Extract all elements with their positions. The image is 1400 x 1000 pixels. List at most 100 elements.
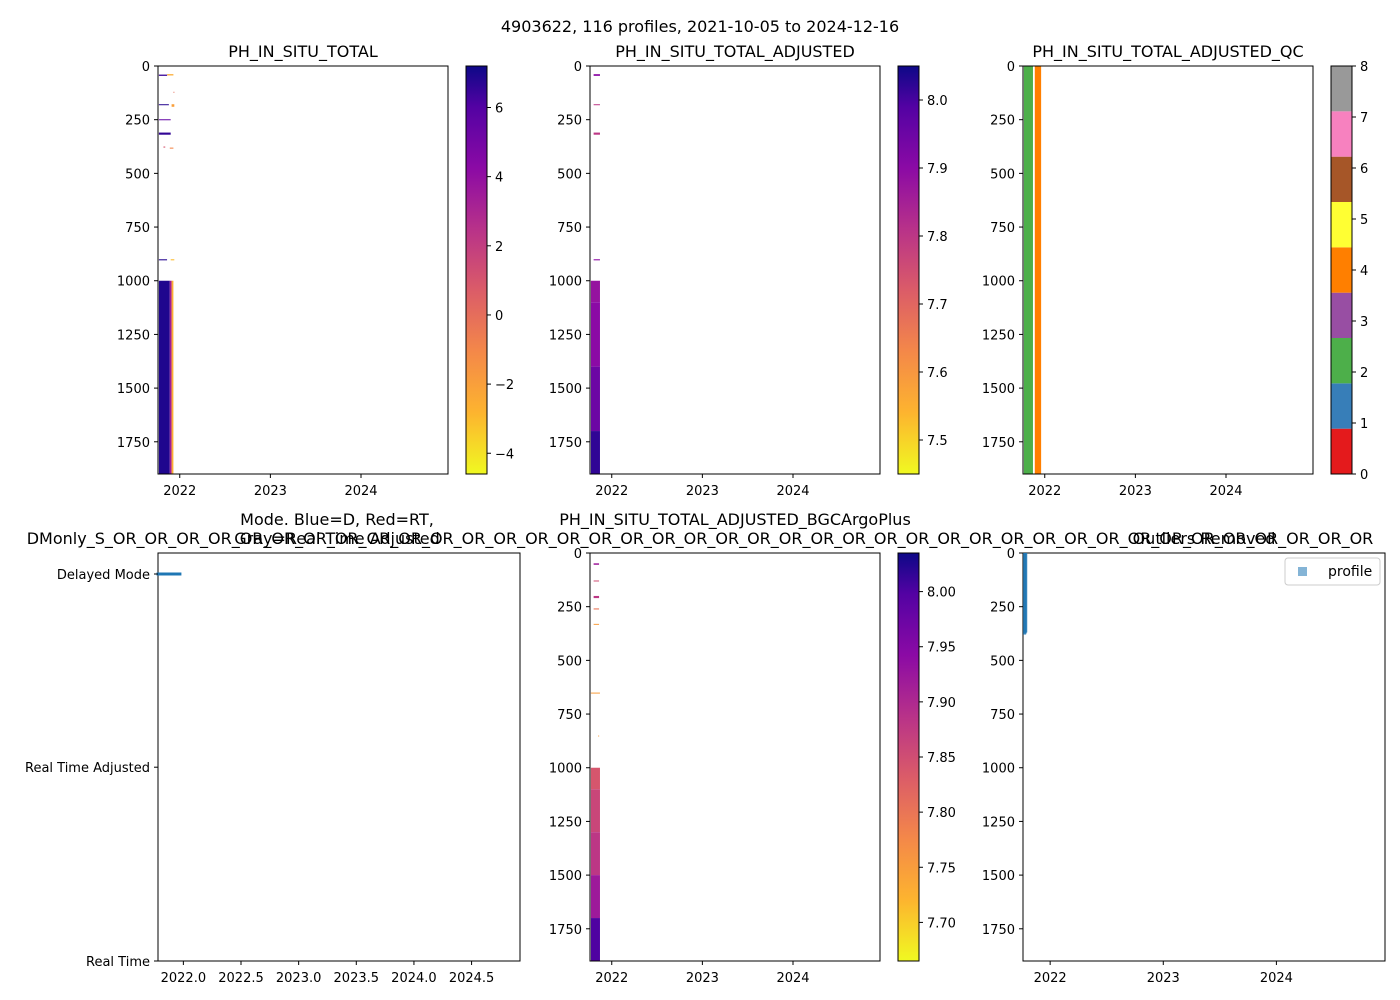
- colorbar-tick-label: 7.7: [927, 298, 948, 313]
- scatter-plot-area: Real Time Real Time Adjusted Delayed Mode 2…: [25, 552, 521, 986]
- colorbar-segment: [1331, 111, 1352, 157]
- axes-background: [1023, 66, 1313, 474]
- heatmap-cell: [1034, 66, 1042, 474]
- colorbar: 7.5 7.6 7.7 7.8 7.9 8.0: [897, 65, 948, 475]
- x-tick-label: 2023: [1147, 971, 1180, 986]
- profile-point-column: [1024, 553, 1028, 633]
- x-tick-label: 2022: [1034, 971, 1067, 986]
- axes-frame: [1022, 65, 1314, 475]
- y-tick-label: 1500: [117, 382, 150, 397]
- heatmap-cell: [593, 595, 600, 599]
- x-tick-label: 2023.0: [276, 971, 322, 986]
- y-tick-label: 0: [574, 60, 582, 75]
- colorbar-tick-label: 8: [1360, 60, 1368, 75]
- heatmap-cell: [593, 563, 600, 565]
- y-tick-label: 250: [990, 601, 1015, 616]
- panel-title: PH_IN_SITU_TOTAL_ADJUSTED_BGCArgoPlus: [559, 510, 911, 530]
- y-tick-label: 1250: [549, 815, 582, 830]
- heatmap-cell: [590, 767, 600, 790]
- axes-frame: [589, 65, 881, 475]
- x-tick-label: 2022.5: [218, 971, 264, 986]
- axes-background: [590, 553, 880, 961]
- heatmap-cell: [171, 104, 175, 107]
- y-tick-label: 0: [1007, 60, 1015, 75]
- y-tick-label: 250: [990, 114, 1015, 129]
- legend-label: profile: [1328, 564, 1372, 580]
- colorbar-segment: [1331, 247, 1352, 293]
- y-tick-label: 1750: [549, 923, 582, 938]
- colorbar-segment: [1331, 292, 1352, 338]
- x-tick-label: 2022: [1028, 484, 1061, 499]
- colorbar-tick-label: 1: [1360, 417, 1368, 432]
- y-tick-label: 750: [125, 221, 150, 236]
- y-tick-label: 0: [142, 60, 150, 75]
- colorbar-segment: [1331, 66, 1352, 112]
- y-tick-label: 1500: [982, 869, 1015, 884]
- overlay-long-title: DMonly_S_OR_OR_OR_OR_OR_OR_OR_OR_OR_OR_O…: [27, 529, 1374, 549]
- heatmap-cell: [593, 104, 600, 106]
- colorbar-tick-label: 7.75: [927, 861, 956, 876]
- heatmap-cell: [163, 146, 166, 148]
- colorbar-tick-label: 7.6: [927, 366, 948, 381]
- y-tick-label: 1250: [982, 815, 1015, 830]
- y-tick-label: 1750: [982, 923, 1015, 938]
- y-tick-label: 1250: [549, 328, 582, 343]
- y-tick-label: 1500: [549, 869, 582, 884]
- colorbar-tick-label: 7.90: [927, 696, 956, 711]
- colorbar: −4 −2 0 2 4 6: [465, 65, 514, 475]
- legend: profile: [1284, 557, 1381, 586]
- colorbar: 0 1 2 3 4 5 6 7 8: [1330, 60, 1368, 483]
- panel-title: PH_IN_SITU_TOTAL_ADJUSTED_QC: [1032, 42, 1303, 62]
- axes-frame: [157, 65, 449, 475]
- x-tick-label: 2024: [344, 484, 377, 499]
- colorbar-tick-label: 4: [495, 171, 503, 186]
- panel-ph-bgcargoplus: PH_IN_SITU_TOTAL_ADJUSTED_BGCArgoPlus 0 2…: [549, 510, 956, 986]
- panel-title: PH_IN_SITU_TOTAL: [228, 42, 378, 62]
- y-tick-label: 500: [557, 167, 582, 182]
- y-tick-label: 750: [990, 708, 1015, 723]
- heatmap-cell: [598, 735, 600, 737]
- y-tick-label: 500: [990, 167, 1015, 182]
- colorbar-segment: [1331, 156, 1352, 202]
- colorbar-gradient: [465, 65, 488, 475]
- colorbar-tick-label: 3: [1360, 315, 1368, 330]
- colorbar-tick-label: 8.0: [927, 94, 948, 109]
- colorbar-tick-label: 6: [1360, 162, 1368, 177]
- y-tick-label: 1500: [982, 382, 1015, 397]
- colorbar-tick-label: −2: [495, 378, 514, 393]
- heatmap-cell: [158, 132, 171, 135]
- heatmap-cell: [171, 280, 174, 474]
- x-tick-label: 2022.0: [161, 971, 207, 986]
- x-tick-label: 2022: [595, 484, 628, 499]
- y-tick-label: 1000: [982, 275, 1015, 290]
- x-tick-label: 2024: [776, 484, 809, 499]
- colorbar-segment: [1331, 202, 1352, 248]
- scatter-plot-area: 0 250 500 750 1000 1250 1500 1750 2022 2023 2024 pr…: [982, 547, 1386, 986]
- panel-title: Outliers Removed: [1133, 529, 1276, 548]
- y-tick-label: 0: [1007, 547, 1015, 562]
- axes-frame: [589, 552, 881, 962]
- heatmap-cell: [590, 832, 600, 876]
- y-tick-label: 1000: [982, 762, 1015, 777]
- colorbar-tick-label: 8.00: [927, 586, 956, 601]
- heatmap-cell: [1023, 66, 1033, 474]
- colorbar-tick-label: 6: [495, 101, 503, 116]
- x-tick-label: 2024: [776, 971, 809, 986]
- y-tick-label: 1750: [982, 436, 1015, 451]
- y-tick-label: 1750: [117, 436, 150, 451]
- colorbar-gradient: [897, 65, 920, 475]
- y-tick-label: 500: [990, 654, 1015, 669]
- colorbar-tick-label: 0: [1360, 468, 1368, 483]
- colorbar-gradient: [897, 552, 920, 962]
- data-point: [178, 572, 182, 576]
- panel-ph-in-situ-total-adjusted: PH_IN_SITU_TOTAL_ADJUSTED 0 250 500 750 1000…: [549, 42, 948, 499]
- colorbar-segment: [1331, 338, 1352, 384]
- y-tick-label: 1250: [117, 328, 150, 343]
- heatmap-cell: [169, 280, 172, 474]
- heatmap-cell: [590, 918, 600, 961]
- y-tick-label: 750: [557, 221, 582, 236]
- colorbar-tick-label: 7.95: [927, 641, 956, 656]
- colorbar-tick-label: 0: [495, 309, 503, 324]
- y-tick-label: 750: [990, 221, 1015, 236]
- heatmap-cell: [590, 875, 600, 919]
